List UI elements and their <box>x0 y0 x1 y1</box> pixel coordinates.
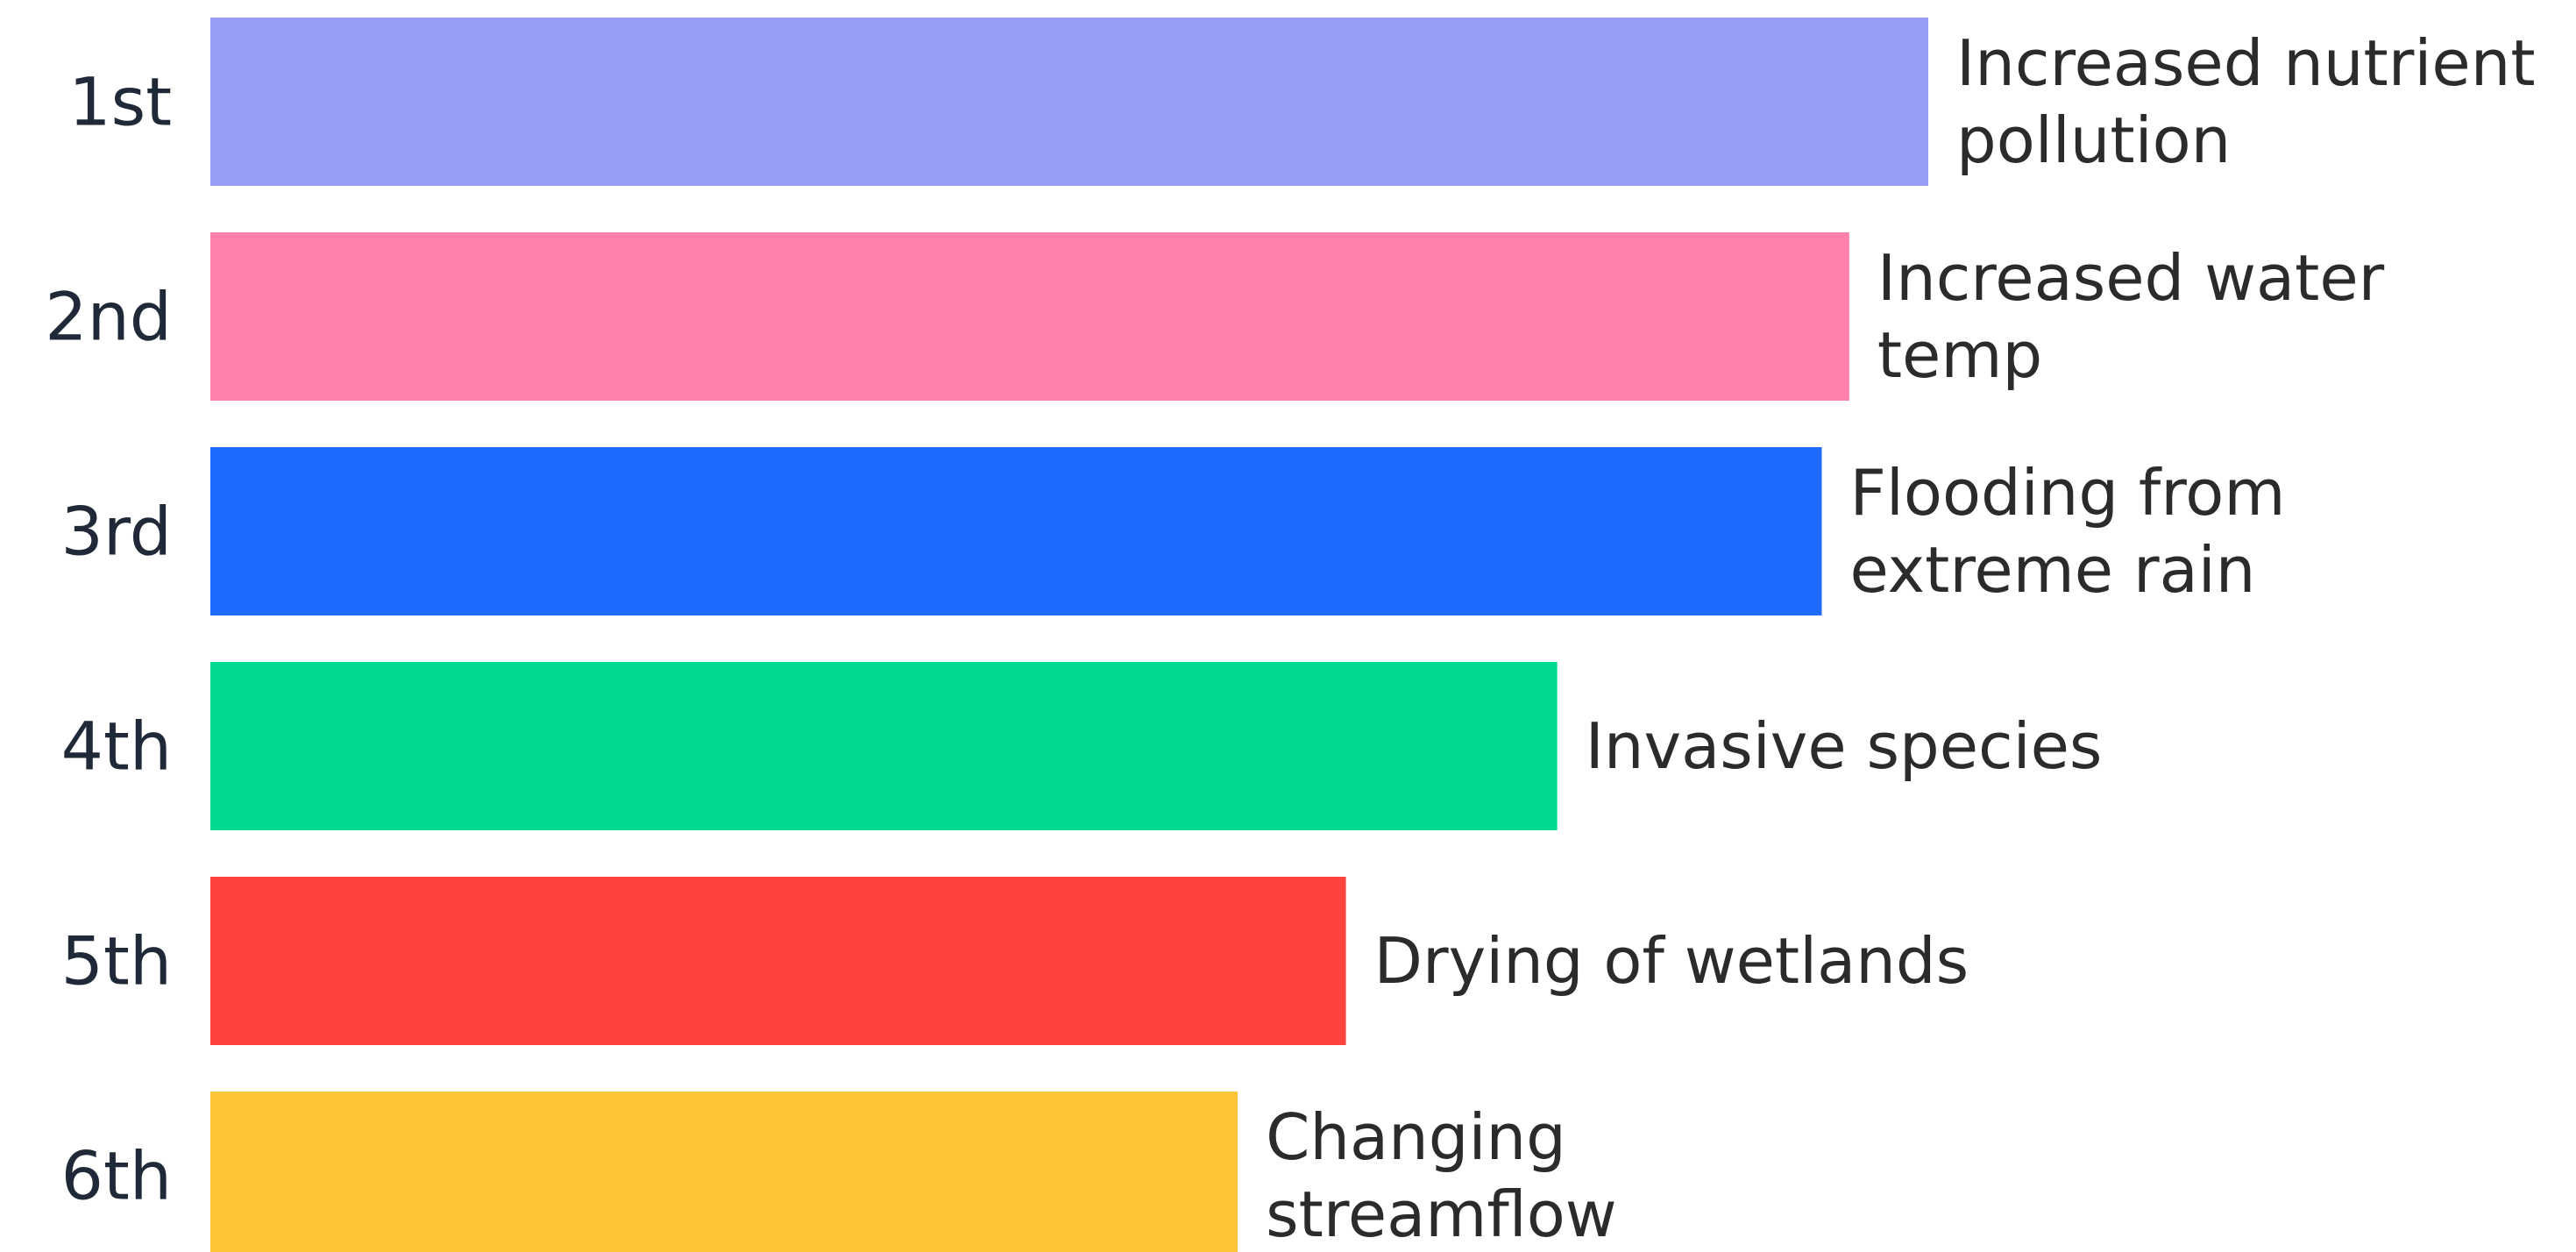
bar-label: pollution <box>1956 103 2231 177</box>
bar-label: extreme rain <box>1849 533 2255 607</box>
bar <box>210 232 1849 401</box>
rank-label: 5th <box>61 922 172 1000</box>
rank-label: 4th <box>61 708 172 786</box>
bar-label: Flooding from <box>1849 456 2285 530</box>
bar-row: 4th Invasive species <box>61 662 2103 830</box>
bar <box>210 447 1822 615</box>
bar <box>210 662 1558 830</box>
bar <box>210 18 1928 186</box>
bar-label: Increased water <box>1877 241 2385 315</box>
bar-label: Invasive species <box>1586 709 2103 783</box>
bar-label: Increased nutrient <box>1956 26 2536 100</box>
rank-label: 3rd <box>60 493 172 571</box>
bar-label: Drying of wetlands <box>1374 924 1969 998</box>
bar-row: 5th Drying of wetlands <box>61 877 1969 1045</box>
bar-label: Changing <box>1266 1100 1566 1174</box>
rank-label: 1st <box>68 63 172 141</box>
bar-label: temp <box>1877 318 2042 392</box>
rank-label: 2nd <box>45 278 172 356</box>
rank-label: 6th <box>61 1137 172 1215</box>
bar <box>210 1092 1238 1252</box>
bar <box>210 877 1346 1045</box>
bar-label: streamflow <box>1266 1177 1617 1251</box>
